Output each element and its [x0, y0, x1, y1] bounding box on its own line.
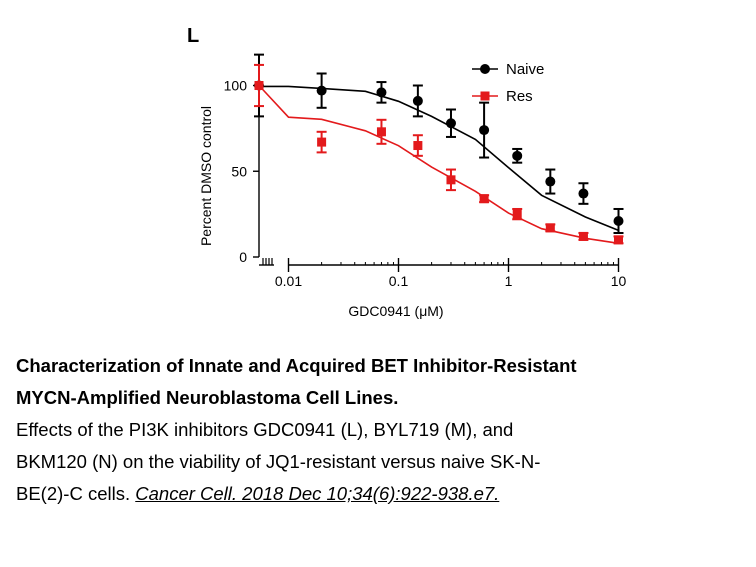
citation-link[interactable]: Cancer Cell. 2018 Dec 10;34(6):922-938.e… — [135, 483, 500, 504]
data-point-res — [578, 231, 588, 241]
x-axis-label: GDC0941 (μM) — [348, 303, 443, 319]
caption-title-line-1: Characterization of Innate and Acquired … — [16, 355, 577, 376]
figure-caption: Characterization of Innate and Acquired … — [16, 350, 751, 510]
y-tick-label: 100 — [224, 78, 248, 94]
caption-title-line-2: MYCN-Amplified Neuroblastoma Cell Lines. — [16, 387, 399, 408]
y-tick-label: 50 — [231, 163, 247, 179]
x-tick-label: 0.1 — [389, 273, 409, 289]
data-point-naive — [613, 215, 624, 226]
data-point-res — [254, 81, 264, 90]
x-tick-label: 1 — [505, 273, 513, 289]
y-axis-label: Percent DMSO control — [198, 106, 214, 246]
x-tick-label: 0.01 — [275, 273, 302, 289]
x-tick-label: 10 — [611, 273, 627, 289]
data-point-naive — [376, 87, 387, 98]
caption-body-line-1: Effects of the PI3K inhibitors GDC0941 (… — [16, 419, 514, 440]
data-point-naive — [316, 85, 327, 96]
legend-label-naive: Naive — [506, 61, 544, 78]
caption-body-line-2: BKM120 (N) on the viability of JQ1-resis… — [16, 451, 541, 472]
legend-marker-naive — [480, 64, 490, 74]
legend-label-res: Res — [506, 88, 533, 105]
data-point-res — [376, 127, 386, 137]
data-point-naive — [545, 176, 556, 187]
data-point-naive — [445, 118, 456, 129]
data-points — [254, 53, 624, 245]
panel-label: L — [187, 25, 199, 47]
axes: 0 50 100 0.01 0.1 1 10 — [224, 59, 627, 289]
caption-body-line-3-text: BE(2)-C cells. — [16, 483, 136, 504]
fit-curve-naive — [259, 85, 619, 232]
legend: Naive Res — [472, 61, 544, 105]
data-point-naive — [578, 188, 589, 199]
fit-curve-res — [258, 84, 619, 245]
data-point-naive — [512, 150, 523, 161]
data-point-res — [545, 223, 555, 233]
data-point-res — [446, 175, 456, 185]
data-point-res — [479, 194, 489, 204]
data-point-res — [512, 209, 522, 219]
legend-marker-res — [480, 91, 490, 101]
data-point-naive — [412, 95, 423, 106]
data-point-naive — [479, 125, 490, 136]
y-tick-label: 0 — [239, 249, 247, 265]
fit-curves — [258, 84, 619, 245]
data-point-res — [317, 137, 327, 147]
caption-body-line-3: BE(2)-C cells. Cancer Cell. 2018 Dec 10;… — [16, 478, 751, 510]
data-point-res — [614, 235, 623, 245]
data-point-res — [413, 141, 423, 151]
